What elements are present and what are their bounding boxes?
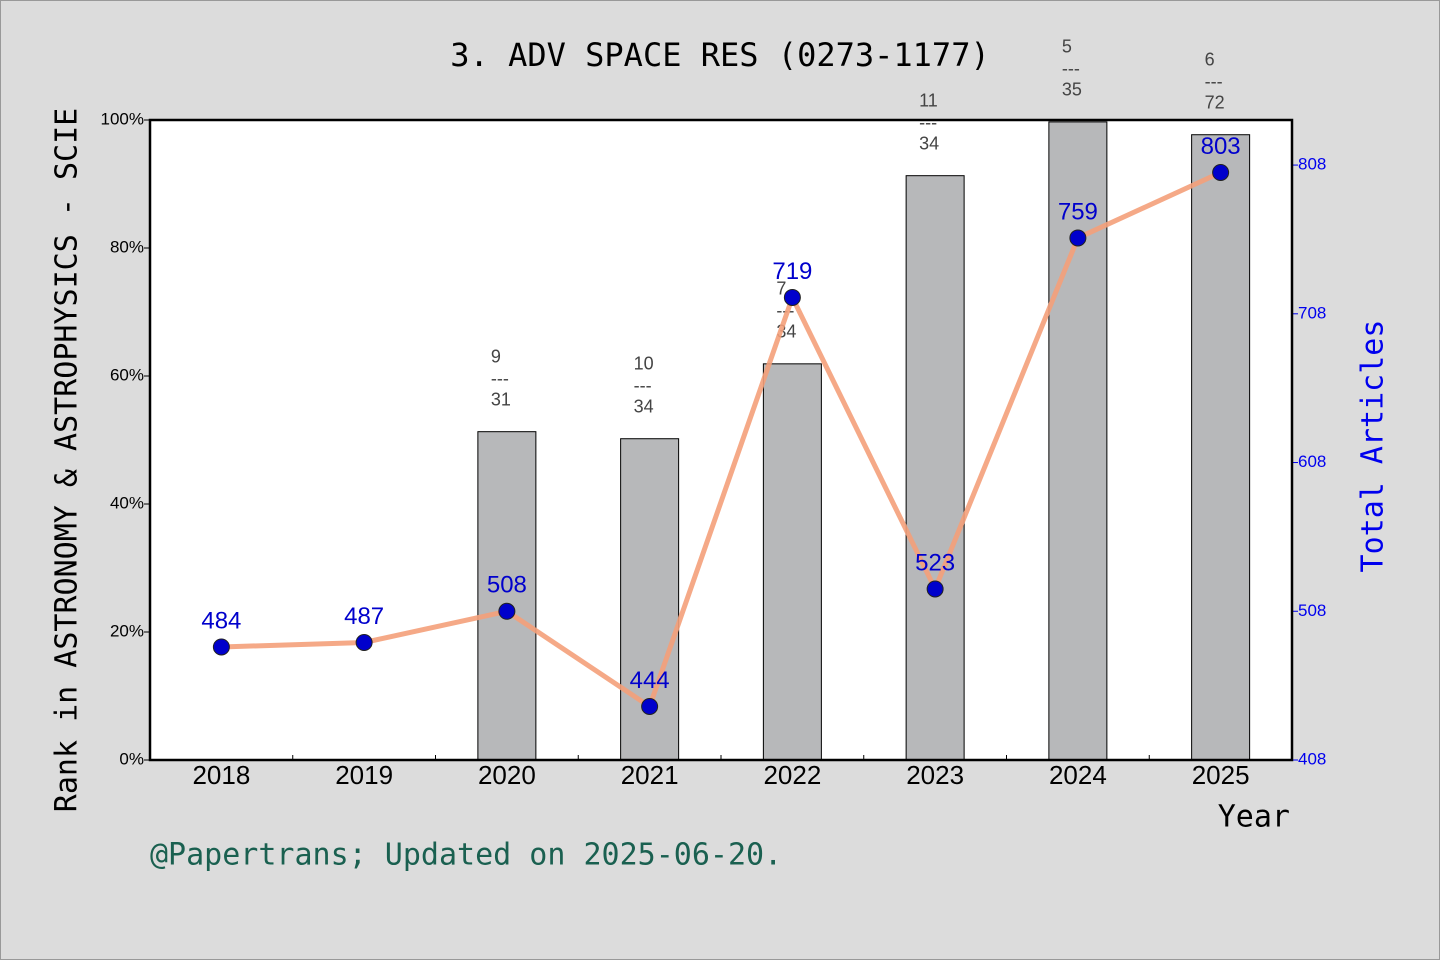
value-label: 508 bbox=[487, 572, 527, 599]
bar bbox=[1191, 134, 1251, 761]
y-tick-label: 80% bbox=[110, 237, 144, 256]
rank-total: 35 bbox=[1062, 80, 1082, 100]
x-tick-label: 2025 bbox=[1192, 760, 1250, 790]
x-tick-label: 2023 bbox=[906, 760, 964, 790]
y2-tick-label: 708 bbox=[1298, 303, 1326, 322]
point bbox=[1069, 229, 1087, 247]
rank-separator: --- bbox=[1205, 71, 1223, 91]
rank-total: 34 bbox=[634, 396, 654, 416]
rank-total: 34 bbox=[919, 133, 939, 153]
y2-tick-label: 508 bbox=[1298, 601, 1326, 620]
y-tick-label: 60% bbox=[110, 365, 144, 384]
x-tick-label: 2020 bbox=[478, 760, 536, 790]
y-axis-title: Rank in ASTRONOMY & ASTROPHYSICS - SCIE bbox=[50, 108, 85, 812]
plot-border bbox=[148, 118, 1294, 762]
y2-axis-title: Total Articles bbox=[1356, 320, 1391, 573]
bar bbox=[905, 175, 965, 761]
plot: 0% 20% 40% 60% 80% 100% 408 508 608 708 808 2018 201… bbox=[101, 37, 1327, 790]
point bbox=[1212, 164, 1230, 182]
value-label: 523 bbox=[915, 549, 955, 576]
x-tick-label: 2022 bbox=[763, 760, 821, 790]
rank-label: 10 bbox=[634, 353, 654, 373]
bar bbox=[762, 363, 822, 761]
point bbox=[498, 602, 516, 620]
y2-tick-label: 808 bbox=[1298, 155, 1326, 174]
x-tick-label: 2021 bbox=[621, 760, 679, 790]
rank-label: 6 bbox=[1205, 49, 1215, 69]
rank-label: 9 bbox=[491, 346, 501, 366]
x-tick-label: 2019 bbox=[335, 760, 393, 790]
point bbox=[641, 697, 659, 715]
y-tick-label: 20% bbox=[110, 621, 144, 640]
rank-label: 5 bbox=[1062, 37, 1072, 57]
rank-total: 72 bbox=[1205, 92, 1225, 112]
x-tick-label: 2024 bbox=[1049, 760, 1107, 790]
value-label: 484 bbox=[201, 607, 241, 634]
rank-separator: --- bbox=[919, 112, 937, 132]
rank-separator: --- bbox=[491, 368, 509, 388]
line bbox=[221, 170, 1222, 709]
footnote: @Papertrans; Updated on 2025-06-20. bbox=[150, 838, 782, 873]
x-tick-label: 2018 bbox=[192, 760, 250, 790]
rank-separator: --- bbox=[1062, 59, 1080, 79]
value-label: 719 bbox=[772, 258, 812, 285]
bar bbox=[477, 431, 537, 761]
value-label: 759 bbox=[1058, 198, 1098, 225]
point bbox=[783, 288, 801, 306]
y2-tick-label: 608 bbox=[1298, 452, 1326, 471]
y-tick-label: 100% bbox=[101, 109, 144, 128]
value-label: 803 bbox=[1201, 133, 1241, 160]
rank-separator: --- bbox=[634, 375, 652, 395]
value-label: 487 bbox=[344, 603, 384, 630]
rank-label: 7 bbox=[776, 279, 786, 299]
value-label: 444 bbox=[630, 667, 670, 694]
x-axis-title: Year bbox=[1218, 800, 1290, 835]
y-tick-label: 0% bbox=[119, 749, 144, 768]
rank-total: 31 bbox=[491, 389, 511, 409]
y-tick-label: 40% bbox=[110, 493, 144, 512]
point bbox=[212, 638, 230, 656]
point bbox=[355, 634, 373, 652]
chart-title: 3. ADV SPACE RES (0273-1177) bbox=[450, 36, 989, 74]
rank-label: 11 bbox=[919, 90, 938, 110]
y2-tick-label: 408 bbox=[1298, 749, 1326, 768]
point bbox=[926, 580, 944, 598]
